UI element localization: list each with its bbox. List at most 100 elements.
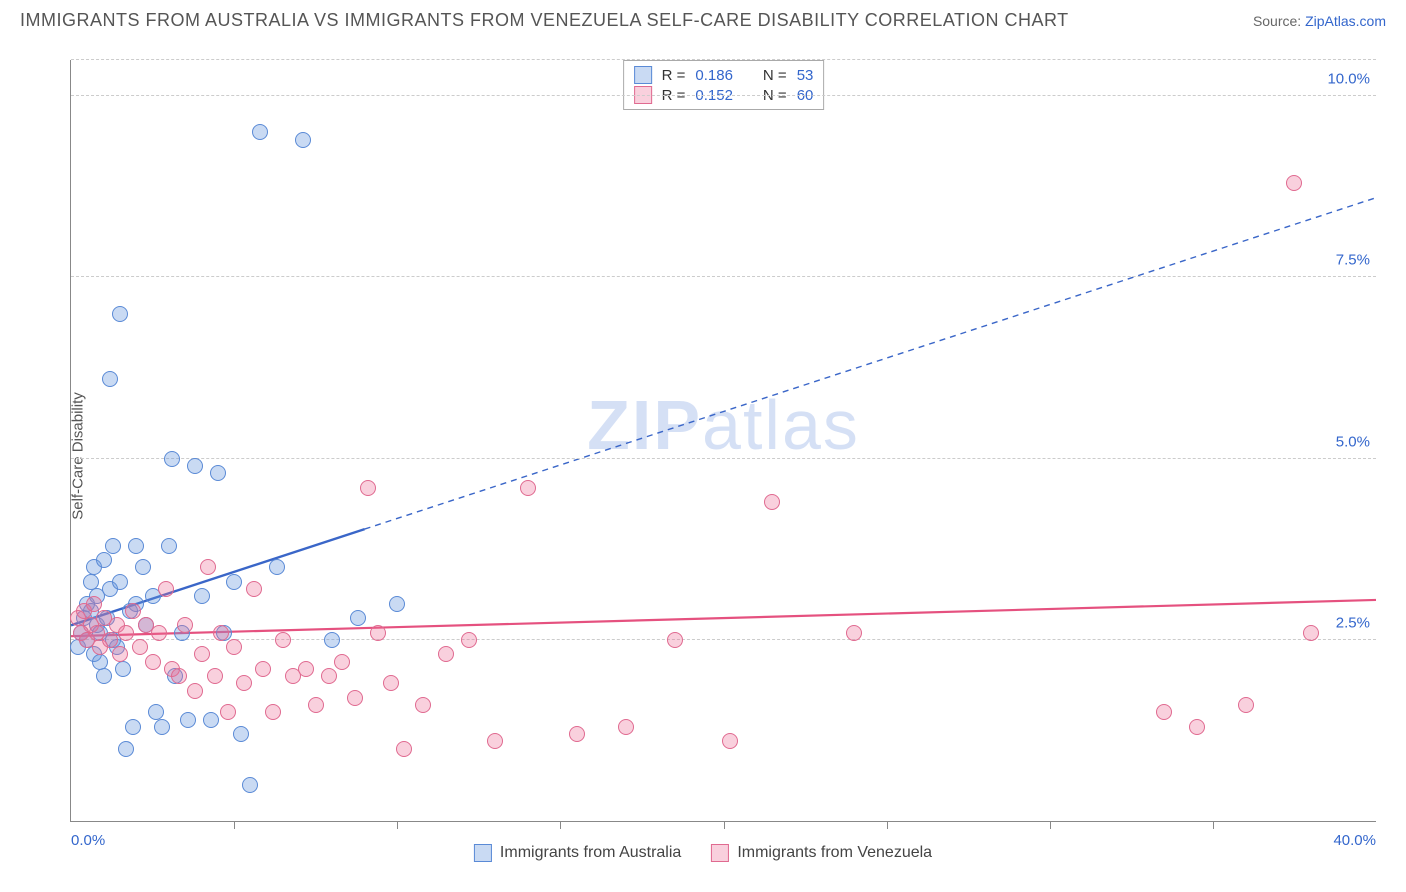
scatter-point-ven bbox=[226, 639, 242, 655]
legend-series-name: Immigrants from Australia bbox=[500, 844, 681, 862]
legend-item-aus: Immigrants from Australia bbox=[474, 844, 681, 862]
scatter-point-aus bbox=[105, 538, 121, 554]
x-tick bbox=[397, 821, 398, 829]
scatter-point-ven bbox=[158, 581, 174, 597]
scatter-point-ven bbox=[1189, 719, 1205, 735]
y-tick-label: 5.0% bbox=[1336, 433, 1370, 450]
x-tick bbox=[887, 821, 888, 829]
scatter-point-ven bbox=[396, 741, 412, 757]
gridline bbox=[71, 458, 1376, 459]
x-tick bbox=[1213, 821, 1214, 829]
x-tick-label: 0.0% bbox=[71, 832, 105, 849]
scatter-point-aus bbox=[233, 726, 249, 742]
scatter-point-ven bbox=[213, 625, 229, 641]
scatter-point-ven bbox=[102, 632, 118, 648]
scatter-point-ven bbox=[255, 661, 271, 677]
scatter-point-ven bbox=[298, 661, 314, 677]
scatter-point-ven bbox=[722, 733, 738, 749]
x-tick bbox=[234, 821, 235, 829]
watermark-zip: ZIP bbox=[587, 386, 702, 464]
scatter-point-ven bbox=[246, 581, 262, 597]
scatter-point-ven bbox=[118, 625, 134, 641]
scatter-point-aus bbox=[128, 538, 144, 554]
scatter-point-ven bbox=[383, 675, 399, 691]
gridline bbox=[71, 95, 1376, 96]
scatter-point-aus bbox=[112, 306, 128, 322]
scatter-point-ven bbox=[846, 625, 862, 641]
scatter-point-aus bbox=[324, 632, 340, 648]
scatter-point-ven bbox=[112, 646, 128, 662]
scatter-point-ven bbox=[177, 617, 193, 633]
scatter-point-ven bbox=[569, 726, 585, 742]
scatter-point-aus bbox=[96, 668, 112, 684]
watermark-atlas: atlas bbox=[702, 386, 860, 464]
plot-region: ZIPatlas R =0.186N =53R =0.152N =60 2.5%… bbox=[70, 60, 1376, 822]
scatter-point-aus bbox=[252, 124, 268, 140]
source-prefix: Source: bbox=[1253, 13, 1305, 29]
scatter-point-ven bbox=[207, 668, 223, 684]
watermark: ZIPatlas bbox=[587, 385, 860, 465]
scatter-point-aus bbox=[187, 458, 203, 474]
scatter-point-aus bbox=[350, 610, 366, 626]
scatter-point-ven bbox=[308, 697, 324, 713]
scatter-point-aus bbox=[125, 719, 141, 735]
scatter-point-aus bbox=[203, 712, 219, 728]
scatter-point-aus bbox=[135, 559, 151, 575]
x-tick bbox=[1050, 821, 1051, 829]
scatter-point-ven bbox=[171, 668, 187, 684]
legend-stats: R =0.186N =53R =0.152N =60 bbox=[623, 60, 825, 110]
scatter-point-ven bbox=[265, 704, 281, 720]
legend-stat-row-aus: R =0.186N =53 bbox=[634, 65, 814, 85]
x-tick bbox=[560, 821, 561, 829]
legend-swatch bbox=[474, 844, 492, 862]
scatter-point-ven bbox=[187, 683, 203, 699]
scatter-point-ven bbox=[360, 480, 376, 496]
x-tick-label: 40.0% bbox=[1333, 832, 1376, 849]
scatter-point-ven bbox=[370, 625, 386, 641]
scatter-point-ven bbox=[220, 704, 236, 720]
legend-item-ven: Immigrants from Venezuela bbox=[711, 844, 932, 862]
scatter-point-ven bbox=[618, 719, 634, 735]
scatter-point-ven bbox=[151, 625, 167, 641]
scatter-point-aus bbox=[96, 552, 112, 568]
scatter-point-aus bbox=[115, 661, 131, 677]
scatter-point-ven bbox=[438, 646, 454, 662]
scatter-point-ven bbox=[125, 603, 141, 619]
scatter-point-aus bbox=[269, 559, 285, 575]
scatter-point-aus bbox=[295, 132, 311, 148]
scatter-point-ven bbox=[275, 632, 291, 648]
scatter-point-aus bbox=[210, 465, 226, 481]
y-tick-label: 2.5% bbox=[1336, 614, 1370, 631]
scatter-point-ven bbox=[764, 494, 780, 510]
scatter-point-aus bbox=[161, 538, 177, 554]
legend-swatch bbox=[634, 66, 652, 84]
gridline bbox=[71, 276, 1376, 277]
legend-series: Immigrants from Australia Immigrants from… bbox=[474, 844, 932, 862]
legend-swatch bbox=[711, 844, 729, 862]
legend-r-value: 0.186 bbox=[695, 67, 733, 84]
scatter-point-aus bbox=[92, 654, 108, 670]
scatter-point-aus bbox=[118, 741, 134, 757]
gridline bbox=[71, 59, 1376, 60]
scatter-point-ven bbox=[200, 559, 216, 575]
scatter-point-ven bbox=[194, 646, 210, 662]
source-link[interactable]: ZipAtlas.com bbox=[1305, 13, 1386, 29]
source-attribution: Source: ZipAtlas.com bbox=[1253, 13, 1386, 29]
scatter-point-ven bbox=[321, 668, 337, 684]
scatter-point-ven bbox=[1238, 697, 1254, 713]
scatter-point-ven bbox=[415, 697, 431, 713]
scatter-point-ven bbox=[461, 632, 477, 648]
scatter-point-aus bbox=[180, 712, 196, 728]
scatter-point-ven bbox=[1156, 704, 1172, 720]
scatter-point-aus bbox=[164, 451, 180, 467]
scatter-point-ven bbox=[487, 733, 503, 749]
scatter-point-aus bbox=[226, 574, 242, 590]
legend-series-name: Immigrants from Venezuela bbox=[737, 844, 932, 862]
legend-n-label: N = bbox=[763, 67, 787, 84]
scatter-point-ven bbox=[132, 639, 148, 655]
scatter-point-aus bbox=[154, 719, 170, 735]
legend-n-value: 53 bbox=[797, 67, 814, 84]
chart-area: Self-Care Disability ZIPatlas R =0.186N … bbox=[20, 40, 1386, 872]
scatter-point-ven bbox=[334, 654, 350, 670]
scatter-point-aus bbox=[389, 596, 405, 612]
